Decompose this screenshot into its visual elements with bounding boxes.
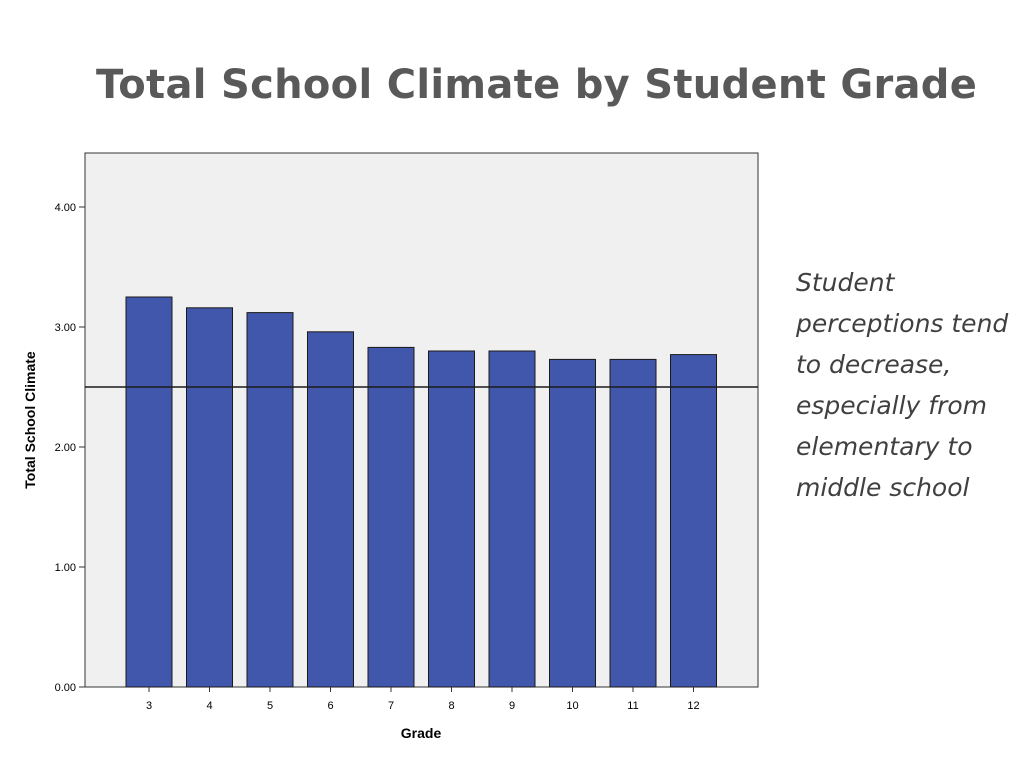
bar-grade-8 <box>428 350 475 688</box>
x-tick-label: 9 <box>509 700 515 712</box>
x-tick-label: 12 <box>687 700 699 712</box>
y-axis: 0.00 1.00 2.00 3.00 4.00 <box>55 202 85 694</box>
y-axis-title: Total School Climate <box>22 351 38 489</box>
bar-grade-6 <box>307 331 354 688</box>
slide-title: Total School Climate by Student Grade <box>96 62 978 108</box>
bar-grade-10 <box>549 358 596 688</box>
y-tick-label: 3.00 <box>55 322 76 334</box>
x-tick-label: 11 <box>627 700 638 712</box>
bar-grade-4 <box>186 307 233 688</box>
x-axis: 3 4 5 6 7 8 9 10 11 12 <box>146 687 700 712</box>
bar-grade-3 <box>125 296 173 688</box>
x-tick-label: 7 <box>388 700 394 712</box>
bars-group <box>125 296 717 688</box>
bar-grade-9 <box>488 350 536 688</box>
bar-grade-11 <box>609 358 657 688</box>
annotation-text: Student perceptions tend to decrease, es… <box>796 268 1009 502</box>
bar-grade-5 <box>246 312 294 688</box>
y-tick-label: 0.00 <box>55 682 76 694</box>
y-tick-label: 4.00 <box>55 202 76 214</box>
y-tick-label: 1.00 <box>55 562 76 574</box>
x-tick-label: 6 <box>327 700 333 712</box>
x-tick-label: 10 <box>566 700 578 712</box>
y-tick-label: 2.00 <box>55 442 76 454</box>
x-axis-title: Grade <box>401 725 442 741</box>
bar-grade-7 <box>367 346 415 688</box>
x-tick-label: 3 <box>146 700 152 712</box>
x-tick-label: 8 <box>448 700 454 712</box>
x-tick-label: 4 <box>206 700 212 712</box>
bar-grade-12 <box>670 354 717 688</box>
plot-area <box>84 152 759 688</box>
x-tick-label: 5 <box>267 700 273 712</box>
